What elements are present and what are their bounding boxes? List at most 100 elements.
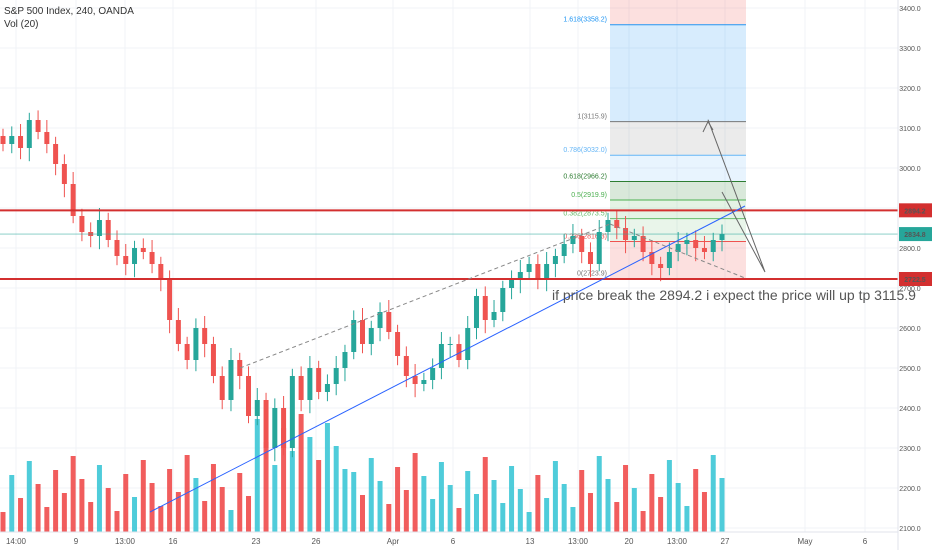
candle-body [132,248,138,264]
volume-bar [491,480,497,532]
time-tick-label: 13:00 [568,537,589,546]
candle-body [666,252,672,268]
price-tick-label: 3400.0 [899,6,921,13]
time-tick-label: 9 [74,537,79,546]
candle-body [658,264,664,268]
volume-bar [684,506,690,532]
volume-bar [0,512,6,532]
volume-bar [193,478,199,532]
volume-bar [438,462,444,532]
volume-bar [544,498,550,532]
candle-body [447,344,453,345]
volume-bar [473,494,479,532]
candle-body [491,312,497,320]
candle-body [140,248,146,252]
candle-body [535,264,541,280]
candle-body [228,360,234,400]
volume-bar [333,446,339,532]
volume-bar [219,487,225,532]
candle-body [710,240,716,252]
volume-bar [693,469,699,532]
candle-body [123,256,129,264]
candle-body [202,328,208,344]
candle-body [605,220,611,232]
fib-zone-top [610,0,746,25]
fib-zone [610,181,746,201]
volume-bar [70,456,76,532]
price-label-box [899,272,932,286]
candle-body [149,252,155,264]
time-tick-label: 13:00 [667,537,688,546]
volume-bar [132,497,138,532]
candle-body [351,320,357,352]
candle-body [526,264,532,272]
symbol-legend: S&P 500 Index, 240, OANDA [4,6,134,17]
time-tick-label: 6 [451,537,456,546]
trend-drawings [0,119,898,513]
candle-body [649,252,655,264]
time-tick-label: 27 [721,537,730,546]
candle-body [44,132,50,144]
volume-bar [35,484,41,532]
volume-bar [500,503,506,532]
volume-legend: Vol (20) [4,19,39,30]
volume-bar [298,414,304,532]
candle-body [289,376,295,448]
volume-bar [53,470,59,532]
candle-body [579,236,585,252]
volume-bar [272,465,278,532]
price-tick-label: 2600.0 [899,326,921,333]
volume-bar [412,453,418,532]
volume-bar [666,460,672,532]
candle-body [395,332,401,356]
candle-body [473,296,479,328]
candle-body [35,120,41,132]
candle-body [403,356,409,376]
fib-level-label: 0(2723.9) [577,270,607,277]
volume-bar [710,455,716,532]
trade-annotation: if price break the 2894.2 i expect the p… [552,287,916,303]
volume-bar [316,460,322,532]
time-tick-label: 13 [526,537,535,546]
candle-body [26,120,32,148]
candle-body [500,288,506,312]
price-tick-label: 3200.0 [899,86,921,93]
candle-body [324,384,330,392]
candle-body [316,368,322,392]
channel-line-dashed-down [609,223,746,279]
volume-bar [167,469,173,532]
volume-bar [447,485,453,532]
candle-body [342,352,348,368]
candle-body [210,344,216,376]
candle-body [70,184,76,216]
volume-bar [614,502,620,532]
candle-body [167,280,173,320]
price-tick-label: 3000.0 [899,166,921,173]
candle-body [272,408,278,448]
candle-body [18,136,24,148]
time-tick-label: 14:00 [6,537,27,546]
candle-body [237,360,243,376]
volume-bar [44,507,50,532]
volume-bar [237,473,243,532]
volume-bar [158,506,164,532]
volume-bar [579,470,585,532]
time-axis: 14:00 9 13:00 16 23 26 Apr 6 13 13:00 20 13:00 27 May… [0,531,898,546]
candle-body [96,220,102,236]
fib-level-label: 0.236(2816.3) [563,233,607,240]
volume-bar [552,461,558,532]
volume-bar [289,451,295,532]
volume-bar [202,501,208,532]
volume-bar [246,496,252,532]
price-axis: 2100.0 2200.0 2300.0 2400.0 2500.0 2600.0 2700… [897,0,932,550]
price-label-text: 2722.5 [904,277,926,284]
price-tick-label: 2300.0 [899,446,921,453]
candle-body [561,244,567,256]
volume-bar [482,457,488,532]
price-label-box [899,203,932,218]
volume-bar [596,456,602,532]
time-tick-label: 26 [312,537,321,546]
projection-arrow-head [702,120,714,133]
candle-body [114,240,120,256]
